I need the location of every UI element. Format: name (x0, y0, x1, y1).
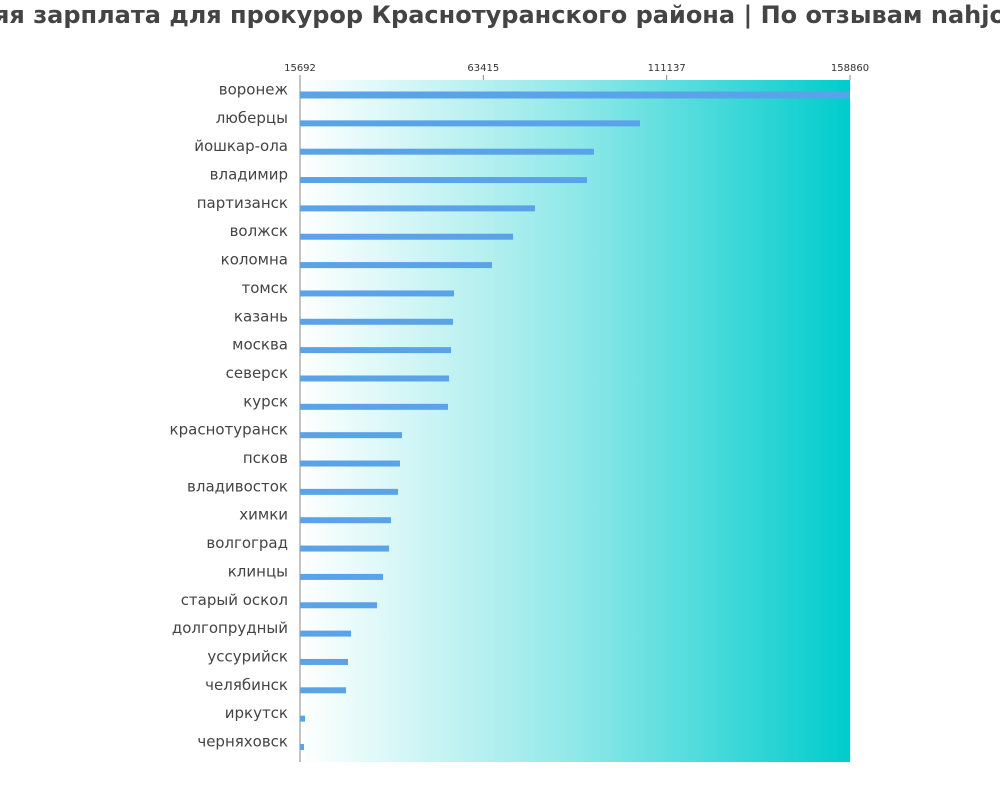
y-tick-label: краснотуранск (170, 421, 288, 439)
bar (300, 318, 453, 325)
y-tick-label: псков (243, 449, 288, 467)
y-tick-label: химки (239, 506, 288, 524)
bar (300, 517, 391, 524)
x-tick-label: 158860 (831, 63, 869, 74)
bar (300, 205, 535, 212)
y-tick-label: партизанск (197, 194, 288, 212)
bar (300, 602, 377, 609)
bar (300, 460, 400, 467)
bar (300, 403, 448, 410)
bar (300, 120, 640, 127)
bar (300, 432, 402, 439)
y-tick-label: иркутск (225, 704, 288, 722)
y-tick-label: волгоград (206, 534, 288, 552)
y-tick-label: коломна (221, 251, 288, 269)
bar (300, 148, 594, 155)
bar (300, 573, 383, 580)
y-tick-label: владимир (210, 166, 288, 184)
plot-background (300, 80, 850, 762)
bar (300, 347, 451, 354)
bar (300, 658, 348, 665)
bar (300, 488, 398, 495)
bar (300, 375, 449, 382)
y-tick-label: казань (234, 307, 288, 325)
bar (300, 545, 389, 552)
y-tick-label: томск (241, 279, 288, 297)
y-tick-label: москва (232, 336, 288, 354)
y-tick-label: курск (243, 392, 288, 410)
y-tick-label: воронеж (219, 81, 288, 99)
y-tick-label: йошкар-ола (194, 137, 288, 155)
y-tick-label: челябинск (205, 676, 288, 694)
bar (300, 290, 454, 297)
y-tick-label: долгопрудный (172, 619, 288, 637)
y-tick-label: клинцы (228, 562, 288, 580)
bar (300, 687, 346, 694)
y-tick-label: волжск (230, 222, 288, 240)
y-tick-label: черняховск (197, 733, 288, 751)
y-tick-label: владивосток (187, 477, 288, 495)
bar (300, 91, 850, 99)
bar (300, 233, 513, 240)
bar (300, 744, 304, 750)
y-tick-label: северск (226, 364, 288, 382)
x-tick-label: 111137 (648, 63, 686, 74)
y-tick-label: люберцы (216, 109, 288, 127)
bar (300, 177, 587, 184)
x-tick-label: 63415 (467, 63, 499, 74)
bar (300, 630, 351, 637)
y-tick-label: старый оскол (181, 591, 288, 609)
bar (300, 262, 492, 269)
bar (300, 715, 306, 722)
chart-title: яя зарплата для прокурор Краснотуранског… (0, 1, 1000, 29)
y-tick-label: уссурийск (207, 647, 288, 665)
x-tick-label: 15692 (284, 63, 316, 74)
